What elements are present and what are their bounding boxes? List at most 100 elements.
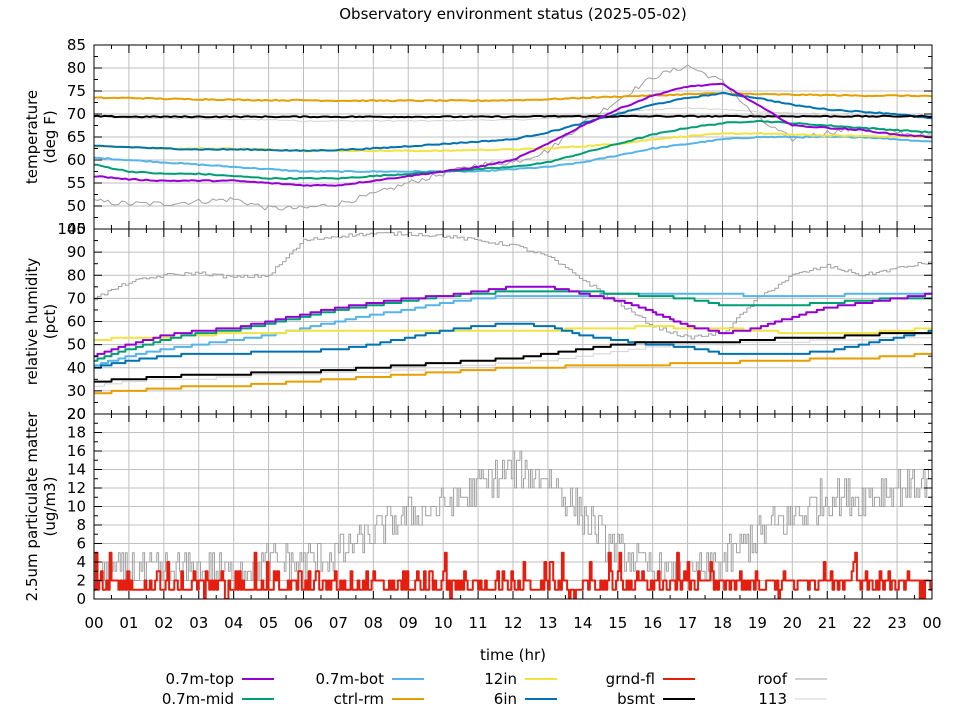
x-tick-label: 12 (503, 614, 522, 632)
x-tick-label: 05 (259, 614, 278, 632)
x-tick-labels: 00 01 02 03 04 05 06 07 08 09 10 11 12 13 14 15 16 17 18 19… (84, 614, 941, 632)
series-ctrl-rm (94, 352, 932, 395)
x-tick-label: 04 (224, 614, 243, 632)
legend-label: ctrl-rm (334, 690, 384, 708)
x-tick-label: 02 (154, 614, 173, 632)
series-group (94, 450, 932, 599)
y-tick-label: 70 (67, 289, 86, 307)
x-tick-label: 11 (469, 614, 488, 632)
legend-entry-0.7m-top: 0.7m-top (166, 670, 274, 688)
series-roof (94, 450, 932, 581)
legend-entry-grnd-fl: grnd-fl (606, 670, 695, 688)
y-axis-title: 2.5um particulate matter (23, 411, 41, 601)
x-tick-label: 09 (399, 614, 418, 632)
y-tick-label: 50 (67, 197, 86, 215)
x-tick-label: 21 (818, 614, 837, 632)
y-tick-label: 12 (67, 479, 86, 497)
series-0.7m-bot (94, 135, 932, 174)
x-tick-label: 10 (434, 614, 453, 632)
series-group (94, 231, 932, 395)
x-tick-label: 17 (678, 614, 697, 632)
y-tick-label: 60 (67, 151, 86, 169)
y-tick-label: 100 (57, 220, 86, 238)
series-roof (94, 64, 932, 211)
legend-label: 0.7m-top (166, 670, 234, 688)
y-tick-label: 4 (76, 553, 86, 571)
y-tick-label: 75 (67, 82, 86, 100)
y-axis-title: (ug/m3) (41, 477, 59, 537)
y-tick-label: 20 (67, 405, 86, 423)
legend-label: grnd-fl (606, 670, 655, 688)
series-ctrl-rm (94, 92, 932, 103)
y-axis-title: temperature (23, 90, 41, 184)
legend-label: 113 (758, 690, 787, 708)
y-tick-label: 6 (76, 535, 86, 553)
panel-relative-humidity: 20 30 40 50 60 70 80 90 100 relative humidity (pct… (23, 220, 933, 423)
y-tick-label: 0 (76, 590, 86, 608)
x-tick-label: 00 (84, 614, 103, 632)
series-bsmt (94, 332, 932, 383)
x-tick-label: 20 (783, 614, 802, 632)
grid (94, 229, 932, 414)
y-tick-label: 10 (67, 498, 86, 516)
x-axis-title: time (hr) (480, 646, 546, 664)
y-tick-label: 2 (76, 572, 86, 590)
series-6in (94, 322, 932, 369)
panel-temperature: 45 50 55 60 65 70 75 80 85 temperature (deg F) (23, 36, 933, 238)
legend-entry-6in: 6in (494, 690, 557, 708)
series-roof (94, 231, 932, 340)
series-0.7m-mid (94, 119, 932, 180)
y-tick-label: 65 (67, 128, 86, 146)
y-tick-label: 8 (76, 516, 86, 534)
y-tick-label: 60 (67, 313, 86, 331)
y-axis-title: relative humidity (23, 258, 41, 386)
y-tick-label: 70 (67, 105, 86, 123)
x-tick-label: 22 (853, 614, 872, 632)
legend-label: 0.7m-bot (316, 670, 385, 688)
y-tick-label: 45 (67, 220, 86, 238)
y-tick-label: 85 (67, 36, 86, 54)
series-bsmt (94, 114, 932, 119)
series-12in (94, 325, 932, 341)
x-tick-label: 07 (329, 614, 348, 632)
y-tick-label: 18 (67, 424, 86, 442)
y-tick-label: 55 (67, 174, 86, 192)
x-tick-label: 06 (294, 614, 313, 632)
legend-entry-bsmt: bsmt (617, 690, 695, 708)
x-tick-label: 13 (538, 614, 557, 632)
ticks (93, 413, 933, 600)
y-axis-title: (pct) (41, 304, 59, 339)
series-grnd-fl (94, 551, 932, 599)
x-tick-label: 15 (608, 614, 627, 632)
x-tick-label: 08 (364, 614, 383, 632)
grid (94, 45, 932, 229)
y-tick-label: 30 (67, 382, 86, 400)
x-tick-label: 19 (748, 614, 767, 632)
chart-title: Observatory environment status (2025-05-… (339, 5, 687, 23)
x-tick-label: 00 (922, 614, 941, 632)
series-113 (94, 337, 932, 387)
legend-entry-ctrl-rm: ctrl-rm (334, 690, 424, 708)
y-tick-label: 20 (67, 405, 86, 423)
y-tick-label: 16 (67, 442, 86, 460)
y-tick-label: 14 (67, 461, 86, 479)
series-6in (94, 91, 932, 152)
y-tick-label: 50 (67, 336, 86, 354)
series-group (94, 64, 932, 211)
x-tick-label: 18 (713, 614, 732, 632)
series-0.7m-top (94, 285, 932, 358)
series-0.7m-bot (94, 292, 932, 367)
y-tick-label: 80 (67, 266, 86, 284)
legend-entry-0.7m-mid: 0.7m-mid (162, 690, 274, 708)
legend-entry-0.7m-bot: 0.7m-bot (316, 670, 424, 688)
series-113 (94, 107, 932, 122)
x-tick-label: 01 (119, 614, 138, 632)
legend: 0.7m-top 0.7m-mid 0.7m-bot ctrl-rm 12in 6in gr… (162, 670, 827, 708)
legend-label: bsmt (617, 690, 655, 708)
legend-label: 6in (494, 690, 517, 708)
ticks (93, 228, 933, 415)
legend-label: roof (758, 670, 788, 688)
